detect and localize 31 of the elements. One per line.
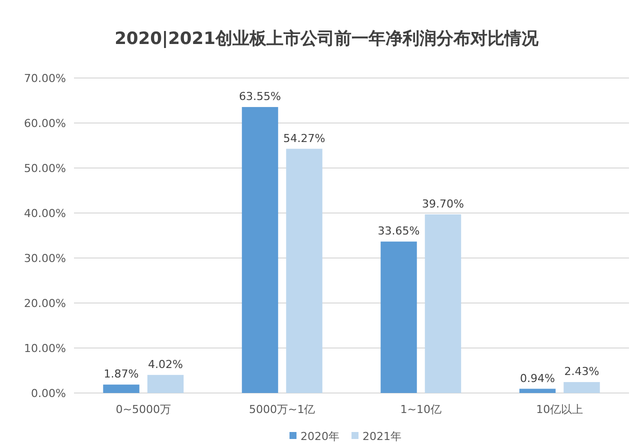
x-tick-label: 0~5000万: [116, 403, 171, 416]
bar: [147, 374, 184, 393]
chart-title: 2020|2021创业板上市公司前一年净利润分布对比情况: [114, 29, 540, 49]
bar: [103, 384, 140, 393]
bar: [380, 242, 417, 393]
data-label: 54.27%: [283, 132, 326, 145]
x-tick-label: 5000万~1亿: [249, 403, 316, 416]
data-label: 33.65%: [378, 224, 420, 238]
y-tick-label: 30.00%: [24, 252, 66, 265]
legend-label: 2020年: [300, 430, 340, 443]
bar: [424, 214, 462, 393]
data-label: 4.02%: [148, 358, 183, 371]
y-tick-label: 0.00%: [31, 386, 66, 400]
bar: [564, 382, 600, 393]
data-label: 0.94%: [520, 372, 555, 385]
y-tick-label: 70.00%: [24, 72, 66, 85]
data-label: 39.70%: [422, 197, 464, 210]
y-tick-label: 50.00%: [24, 162, 66, 175]
legend-label: 2021年: [362, 430, 402, 443]
bar: [242, 107, 278, 393]
data-label: 63.55%: [239, 90, 281, 104]
data-label: 1.87%: [104, 368, 139, 381]
y-tick-label: 40.00%: [24, 206, 66, 220]
data-label: 2.43%: [564, 365, 600, 378]
y-tick-label: 10.00%: [24, 342, 66, 355]
y-tick-label: 60.00%: [24, 116, 66, 130]
y-tick-label: 20.00%: [24, 296, 66, 310]
x-tick-label: 10亿以上: [536, 403, 584, 416]
x-tick-label: 1~10亿: [400, 403, 442, 416]
bar: [286, 148, 322, 393]
bar: [519, 388, 556, 393]
